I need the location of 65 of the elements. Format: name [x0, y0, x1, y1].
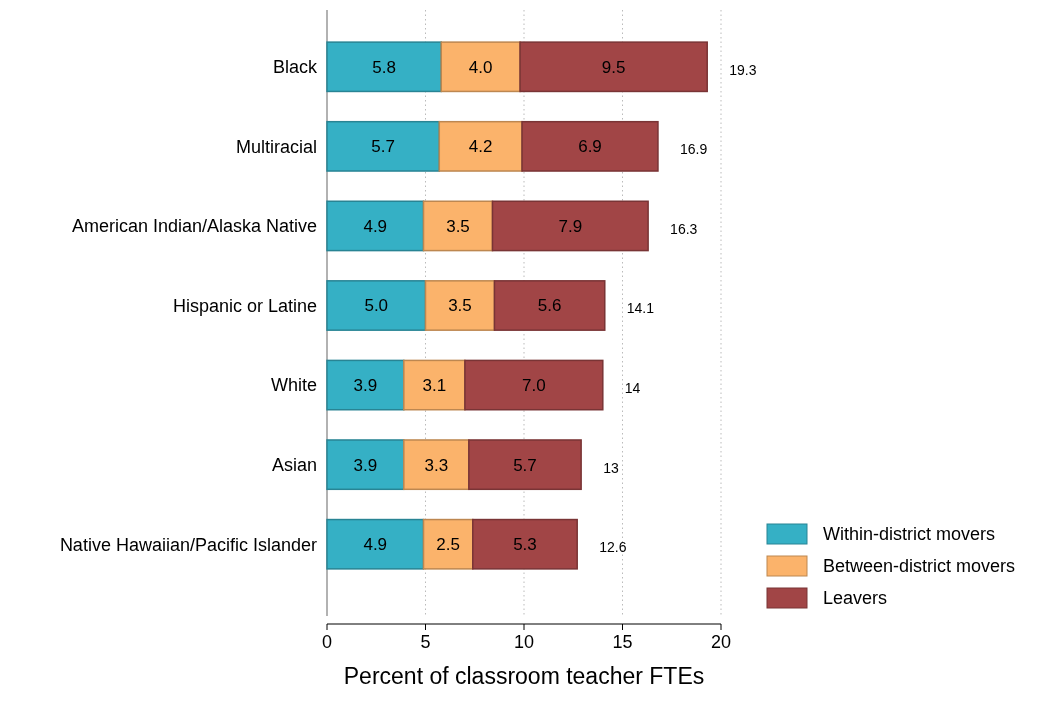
bar: [403, 439, 470, 491]
data-label: 3.5: [448, 296, 472, 316]
bar: [493, 280, 606, 331]
bar: [438, 120, 523, 172]
legend-label: Between-district movers: [823, 556, 1016, 577]
y-tick-label: Hispanic or Latine: [172, 295, 317, 316]
y-tick-label: White: [270, 375, 317, 396]
y-tick-label: American Indian/Alaska Native: [71, 216, 317, 237]
bar: [326, 359, 405, 411]
bar: [519, 41, 708, 93]
data-label: 5.3: [513, 535, 537, 555]
data-label: 4.9: [363, 535, 388, 555]
y-tick-label: Native Hawaiian/Pacific Islander: [59, 534, 317, 555]
data-label: 5.8: [372, 57, 396, 77]
data-label: 3.9: [353, 376, 378, 396]
bar: [424, 280, 496, 331]
bar: [440, 41, 521, 93]
data-label: 5.6: [537, 296, 562, 316]
legend-label: Leavers: [823, 588, 888, 609]
total-label: 16.3: [670, 220, 698, 237]
bar: [326, 518, 425, 570]
y-tick-label: Asian: [271, 454, 317, 475]
total-label: 14: [624, 379, 641, 396]
bar: [491, 200, 649, 252]
bar: [326, 41, 443, 93]
total-label: 14.1: [626, 300, 655, 317]
bar: [326, 200, 425, 252]
bar: [326, 439, 405, 491]
x-tick-label: 20: [710, 632, 732, 652]
bar: [468, 439, 582, 491]
x-tick-label: 10: [513, 632, 535, 652]
data-label: 5.7: [371, 137, 395, 157]
data-label: 5.7: [513, 455, 537, 475]
bar: [403, 359, 466, 411]
total-label: 12.6: [599, 539, 627, 556]
y-tick-label: Black: [272, 57, 318, 78]
x-tick-label: 5: [420, 632, 431, 652]
data-label: 4.9: [363, 216, 388, 236]
bar: [326, 120, 441, 172]
data-label: 4.0: [468, 57, 493, 77]
data-label: 4.2: [468, 137, 493, 157]
total-label: 19.3: [729, 61, 757, 78]
bar: [422, 518, 474, 570]
bar: [326, 280, 427, 331]
data-label: 7.9: [558, 216, 583, 236]
x-tick-label: 15: [612, 632, 633, 652]
data-label: 2.5: [436, 535, 460, 555]
bar: [422, 200, 494, 252]
data-label: 5.0: [364, 296, 389, 316]
x-tick-label: 0: [321, 632, 333, 652]
x-axis-title: Percent of classroom teacher FTEs: [343, 663, 705, 689]
bar: [464, 359, 604, 411]
total-label: 13: [603, 459, 619, 476]
total-label: 16.9: [679, 141, 708, 158]
bar: [521, 120, 659, 172]
data-label: 3.9: [353, 455, 378, 475]
data-label: 3.1: [422, 376, 447, 396]
data-label: 9.5: [601, 57, 626, 77]
data-label: 3.5: [446, 216, 470, 236]
data-label: 3.3: [424, 455, 449, 475]
data-label: 7.0: [522, 376, 546, 396]
bar: [472, 518, 578, 570]
data-label: 6.9: [578, 137, 602, 157]
y-tick-label: Multiracial: [235, 136, 317, 157]
legend-label: Within-district movers: [823, 524, 996, 545]
